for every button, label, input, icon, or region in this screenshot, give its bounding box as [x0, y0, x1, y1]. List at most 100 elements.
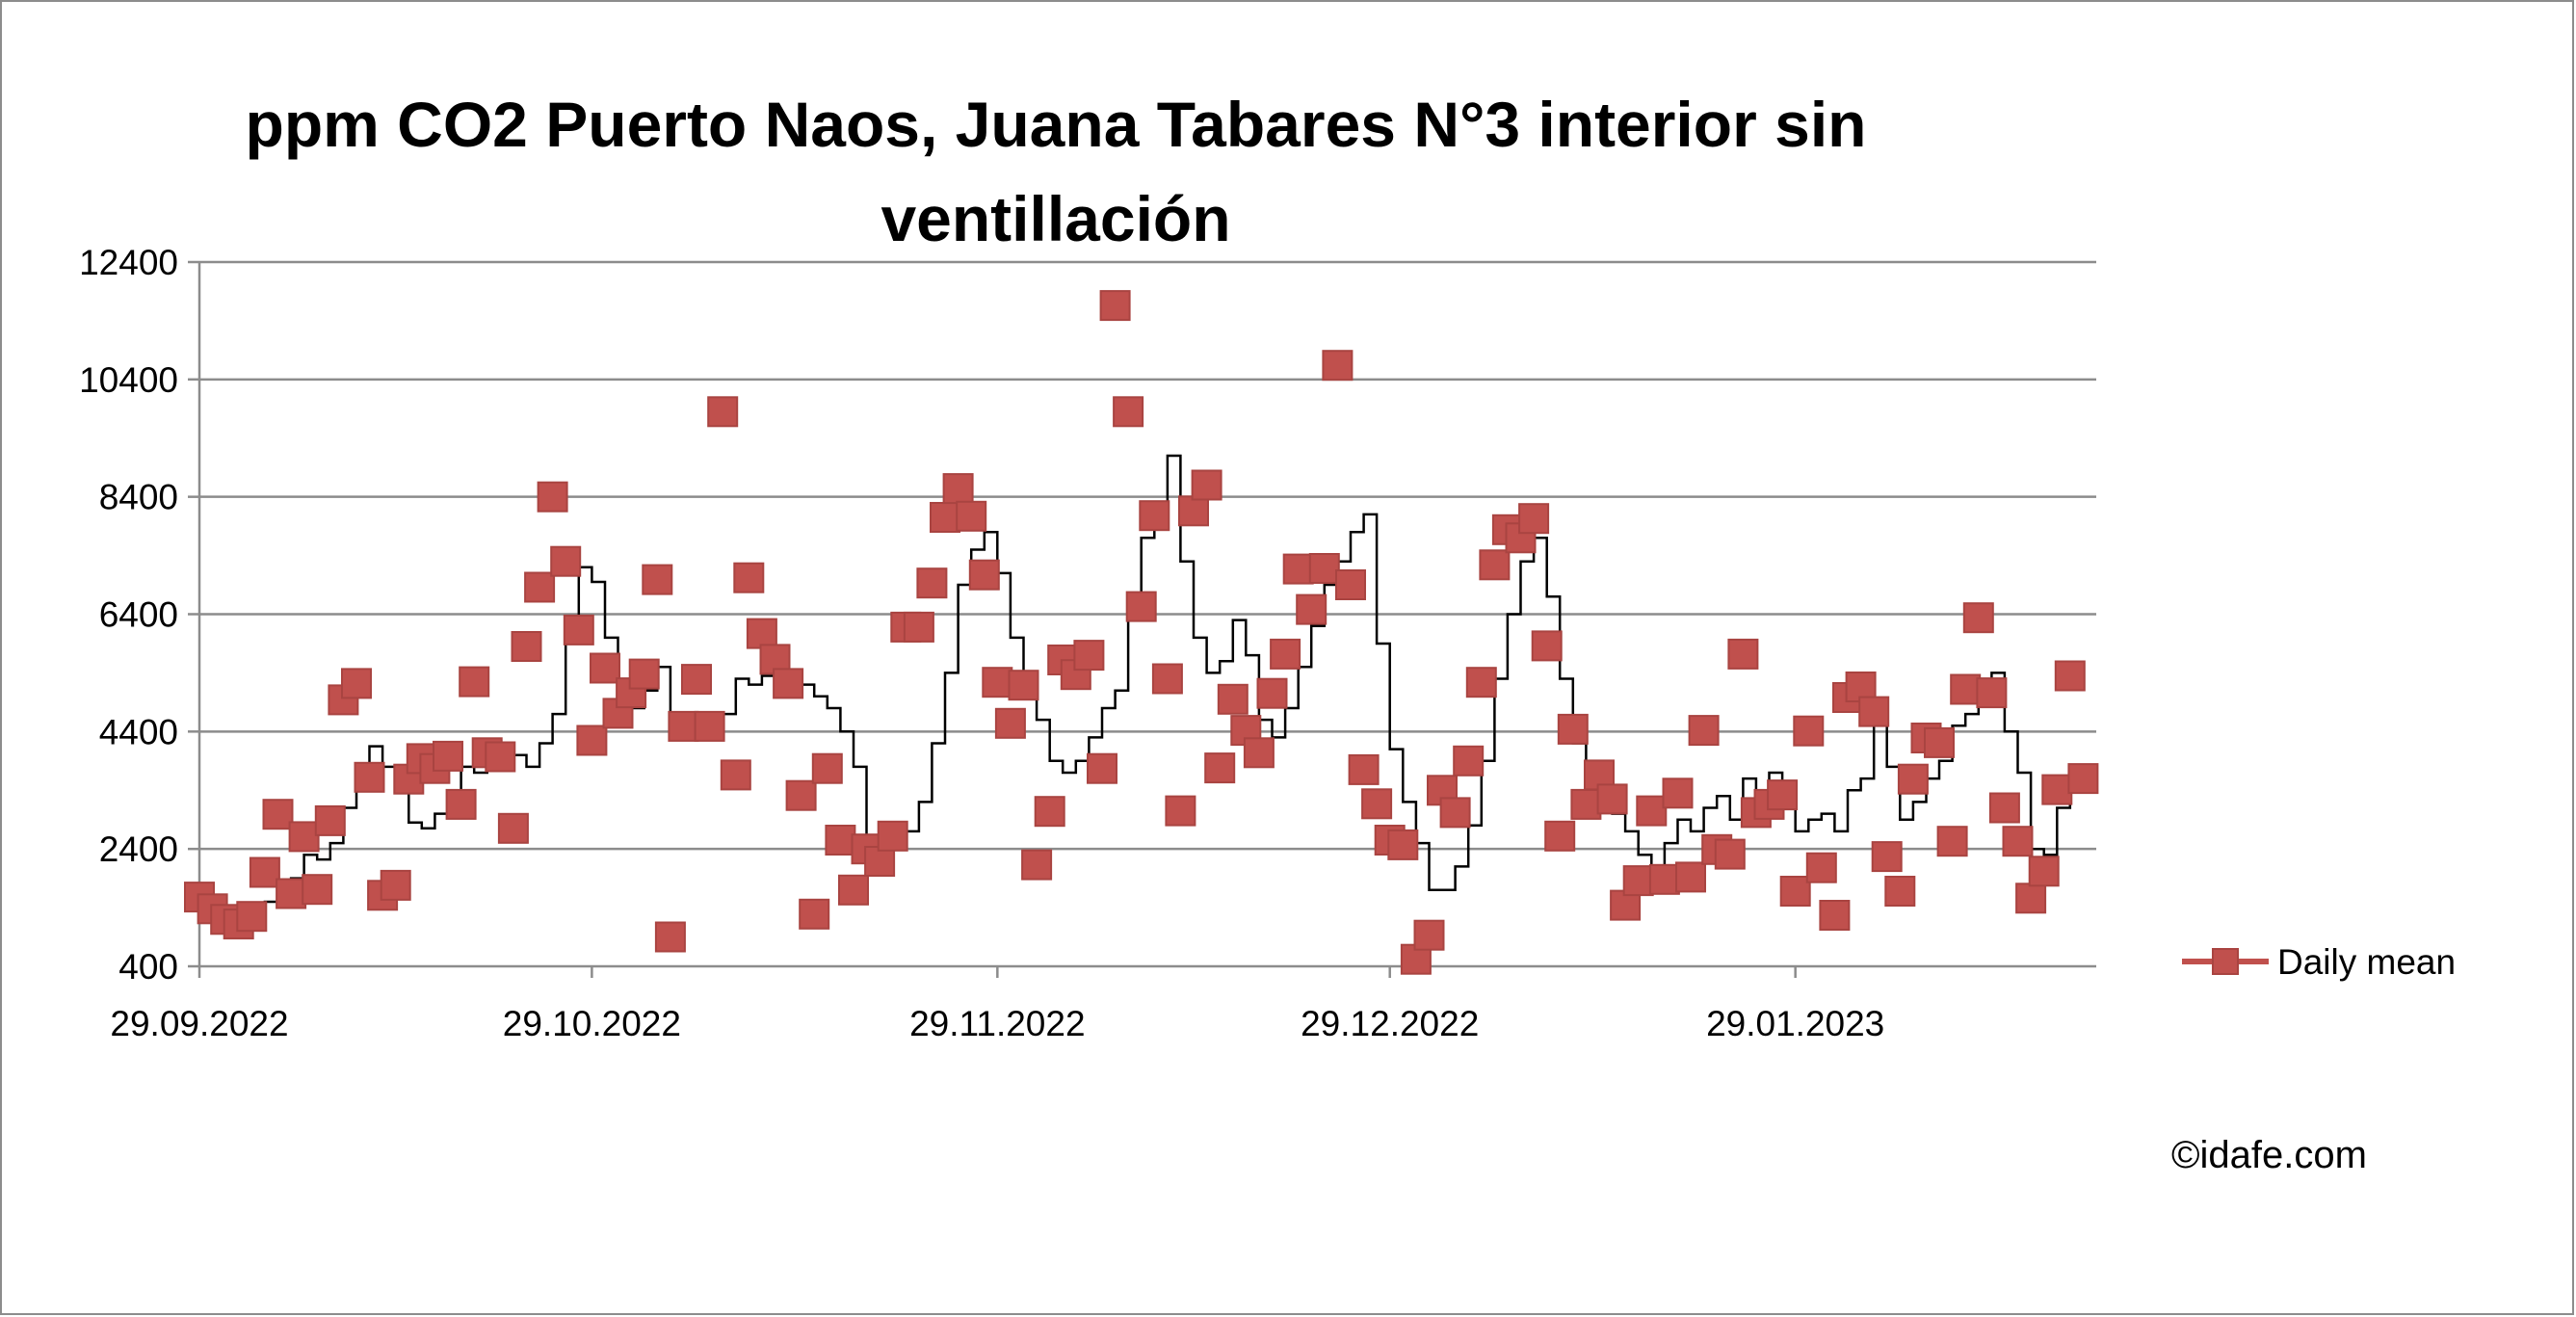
- data-point-49: [825, 825, 856, 856]
- data-point-39: [694, 710, 725, 742]
- data-point-97: [1453, 745, 1485, 777]
- data-point-105: [1557, 713, 1589, 745]
- data-point-130: [1884, 876, 1916, 907]
- y-tick-label-8400: 8400: [99, 478, 178, 517]
- data-point-141: [2028, 856, 2060, 887]
- data-point-50: [838, 874, 869, 906]
- chart-title-line-2: ventillación: [881, 183, 1230, 254]
- data-point-72: [1125, 591, 1157, 622]
- axes: [188, 260, 2096, 978]
- data-point-144: [2067, 763, 2099, 795]
- y-tick-label-6400: 6400: [99, 595, 178, 635]
- data-point-85: [1296, 593, 1327, 625]
- data-point-12: [341, 668, 372, 699]
- data-point-139: [2002, 826, 2034, 857]
- data-point-69: [1087, 752, 1117, 784]
- data-point-62: [994, 707, 1026, 739]
- data-point-124: [1805, 852, 1837, 883]
- data-point-112: [1648, 863, 1680, 895]
- data-point-99: [1479, 549, 1511, 581]
- data-point-111: [1636, 795, 1668, 827]
- data-point-24: [497, 812, 529, 844]
- data-point-75: [1165, 795, 1196, 827]
- y-tick-label-2400: 2400: [99, 830, 178, 869]
- data-point-137: [1976, 677, 2008, 709]
- chart-title-line-1: ppm CO2 Puerto Naos, Juana Tabares N°3 i…: [246, 89, 1867, 160]
- data-point-9: [302, 874, 333, 906]
- data-point-102: [1518, 503, 1550, 535]
- data-point-104: [1544, 820, 1576, 852]
- data-point-110: [1622, 865, 1654, 897]
- data-point-131: [1897, 763, 1929, 795]
- data-point-70: [1099, 290, 1131, 322]
- data-point-98: [1465, 667, 1497, 698]
- data-point-133: [1924, 726, 1955, 758]
- data-point-115: [1688, 715, 1720, 747]
- data-point-87: [1322, 350, 1354, 382]
- data-point-21: [459, 666, 490, 698]
- daily-mean-markers: [184, 290, 2099, 975]
- data-point-46: [785, 779, 817, 811]
- data-point-118: [1727, 638, 1759, 670]
- data-point-53: [877, 820, 908, 852]
- y-tick-label-4400: 4400: [99, 712, 178, 751]
- data-point-30: [576, 724, 608, 756]
- data-point-8: [288, 821, 320, 853]
- data-point-114: [1675, 861, 1706, 893]
- data-point-63: [1008, 670, 1039, 701]
- data-point-55: [903, 611, 934, 643]
- legend-label: Daily mean: [2277, 942, 2456, 982]
- data-point-25: [511, 631, 542, 662]
- data-point-64: [1021, 849, 1053, 881]
- grid-lines: [199, 260, 2096, 851]
- data-point-89: [1348, 753, 1380, 785]
- data-point-48: [811, 752, 843, 784]
- data-point-59: [956, 500, 987, 532]
- data-point-45: [773, 668, 804, 699]
- data-point-129: [1871, 841, 1903, 873]
- legend: Daily mean: [2182, 942, 2456, 982]
- data-point-128: [1858, 696, 1890, 727]
- data-point-19: [433, 740, 463, 772]
- data-point-81: [1243, 737, 1275, 769]
- data-point-134: [1936, 826, 1968, 857]
- data-point-23: [485, 741, 516, 773]
- x-tick-label-1: 29.10.2022: [503, 1004, 681, 1043]
- data-point-4: [236, 901, 268, 933]
- data-point-79: [1217, 683, 1249, 715]
- data-point-84: [1282, 553, 1314, 585]
- data-point-5: [249, 856, 280, 888]
- data-point-20: [445, 788, 477, 820]
- data-point-96: [1439, 797, 1471, 829]
- data-point-101: [1505, 522, 1537, 554]
- data-point-10: [314, 804, 346, 836]
- data-point-94: [1413, 919, 1445, 951]
- data-point-37: [668, 710, 699, 742]
- x-tick-label-3: 29.12.2022: [1301, 1004, 1479, 1043]
- data-point-43: [746, 618, 777, 649]
- data-point-36: [654, 921, 686, 953]
- data-point-28: [550, 545, 582, 577]
- data-point-38: [681, 664, 712, 696]
- data-point-7: [276, 878, 307, 909]
- data-point-15: [380, 869, 411, 901]
- data-point-41: [720, 759, 751, 791]
- data-point-65: [1034, 796, 1065, 828]
- data-point-123: [1793, 715, 1825, 747]
- data-point-142: [2041, 774, 2073, 805]
- data-point-68: [1073, 640, 1105, 672]
- x-tick-labels: 29.09.2022 29.10.2022 29.11.2022 29.12.2022…: [110, 1004, 1884, 1043]
- data-point-121: [1767, 779, 1799, 811]
- data-point-31: [590, 652, 620, 684]
- data-point-76: [1178, 495, 1209, 527]
- data-point-42: [733, 562, 765, 593]
- data-point-35: [642, 564, 673, 595]
- data-point-57: [930, 502, 960, 533]
- data-point-71: [1113, 396, 1144, 428]
- y-tick-label-12400: 12400: [79, 243, 178, 282]
- data-point-60: [968, 559, 1000, 591]
- data-point-117: [1714, 838, 1746, 870]
- data-point-47: [799, 898, 830, 930]
- y-tick-label-10400: 10400: [79, 360, 178, 400]
